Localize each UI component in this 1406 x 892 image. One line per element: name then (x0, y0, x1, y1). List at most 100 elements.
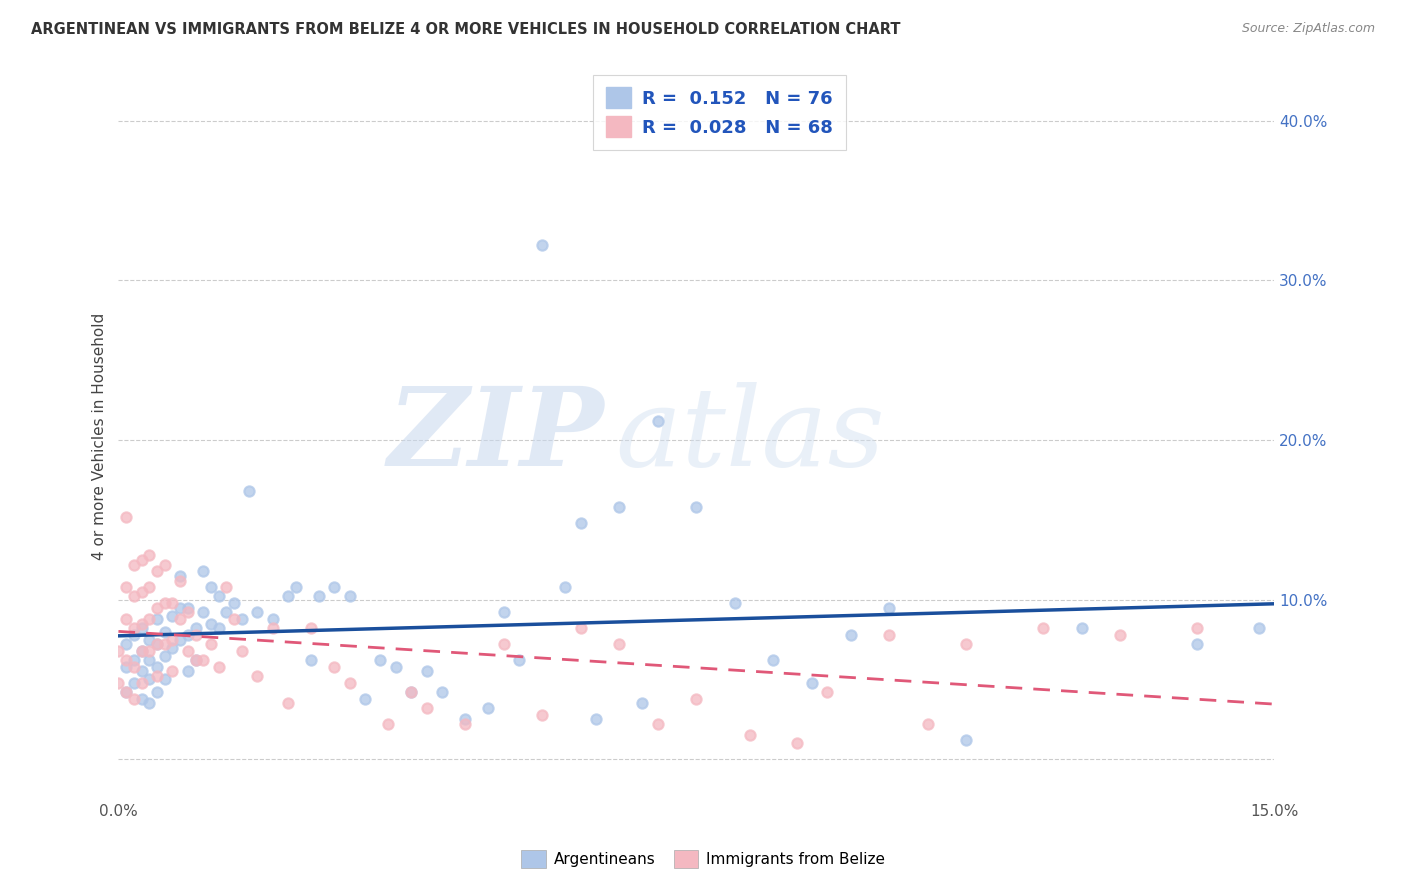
Point (115, 659, 138, 673)
Text: atlas: atlas (616, 383, 886, 490)
Point (177, 644, 200, 658)
Point (609, 637, 631, 651)
Point (246, 669, 269, 683)
Point (146, 637, 169, 651)
Point (207, 590, 229, 604)
Point (131, 675, 153, 690)
Point (801, 675, 824, 690)
Point (193, 564, 215, 578)
Point (246, 606, 269, 620)
Point (477, 701, 499, 715)
Point (200, 580, 222, 594)
Point (370, 653, 392, 667)
Point (308, 590, 330, 604)
Point (531, 238, 554, 252)
Point (277, 697, 299, 711)
Point (146, 564, 169, 578)
Point (153, 624, 176, 639)
Point (262, 621, 284, 635)
Point (1247, 621, 1270, 635)
Point (169, 600, 191, 615)
Point (354, 691, 377, 706)
Point (955, 637, 977, 651)
Point (184, 621, 207, 635)
Point (401, 685, 423, 699)
Point (339, 590, 361, 604)
Point (184, 653, 207, 667)
Point (177, 600, 200, 615)
Point (146, 600, 169, 615)
Point (609, 500, 631, 514)
Point (585, 712, 607, 726)
Point (740, 728, 762, 742)
Point (169, 612, 191, 626)
Point (200, 637, 222, 651)
Point (207, 659, 229, 673)
Point (631, 697, 654, 711)
Point (238, 484, 260, 499)
Point (569, 621, 592, 635)
Point (146, 669, 169, 683)
Point (115, 685, 138, 699)
Point (169, 632, 191, 647)
Point (569, 516, 592, 530)
Point (107, 675, 129, 690)
Point (138, 673, 160, 687)
Point (492, 606, 515, 620)
Point (162, 665, 184, 679)
Point (138, 697, 160, 711)
Point (138, 632, 160, 647)
Point (193, 606, 215, 620)
Point (138, 644, 160, 658)
Point (177, 665, 200, 679)
Point (153, 648, 176, 663)
Point (177, 606, 200, 620)
Point (146, 685, 169, 699)
Point (215, 606, 238, 620)
Text: ZIP: ZIP (387, 383, 605, 490)
Point (762, 653, 785, 667)
Point (231, 644, 253, 658)
Y-axis label: 4 or more Vehicles in Household: 4 or more Vehicles in Household (93, 312, 107, 559)
Point (193, 653, 215, 667)
Point (122, 590, 145, 604)
Point (492, 637, 515, 651)
Point (138, 612, 160, 626)
Point (917, 717, 939, 731)
Point (231, 612, 253, 626)
Point (153, 558, 176, 572)
Point (122, 675, 145, 690)
Point (115, 637, 138, 651)
Point (162, 640, 184, 655)
Point (877, 628, 900, 642)
Point (131, 691, 153, 706)
Point (454, 717, 477, 731)
Point (115, 685, 138, 699)
Point (430, 685, 453, 699)
Point (131, 665, 153, 679)
Point (146, 612, 169, 626)
Point (162, 596, 184, 610)
Point (1187, 621, 1209, 635)
Point (685, 691, 707, 706)
Point (162, 608, 184, 623)
Point (122, 653, 145, 667)
Point (284, 580, 307, 594)
Legend: Argentineans, Immigrants from Belize: Argentineans, Immigrants from Belize (515, 844, 891, 873)
Point (122, 558, 145, 572)
Point (955, 733, 977, 747)
Point (647, 717, 669, 731)
Point (115, 653, 138, 667)
Point (377, 717, 399, 731)
Point (122, 659, 145, 673)
Point (200, 616, 222, 631)
Point (115, 509, 138, 524)
Point (131, 553, 153, 567)
Point (262, 612, 284, 626)
Point (138, 548, 160, 562)
Point (153, 637, 176, 651)
Point (131, 616, 153, 631)
Point (138, 580, 160, 594)
Point (122, 621, 145, 635)
Point (1109, 628, 1132, 642)
